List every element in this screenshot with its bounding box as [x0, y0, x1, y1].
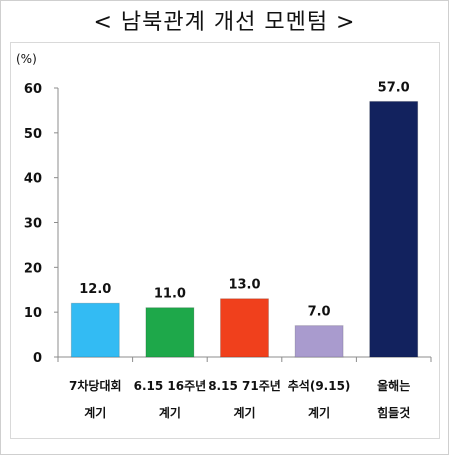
data-label: 12.0	[79, 282, 111, 297]
x-category-label: 계기	[308, 405, 330, 420]
x-category-label: 계기	[233, 405, 255, 420]
y-tick-label: 10	[24, 306, 42, 321]
y-tick-label: 60	[24, 82, 42, 97]
bar	[369, 100, 419, 358]
x-category-label: 계기	[159, 405, 181, 420]
x-category-label: 8.15 71주년	[208, 379, 281, 393]
data-label: 11.0	[154, 287, 186, 302]
chart-title: < 남북관계 개선 모멘텀 >	[93, 10, 356, 35]
bar	[70, 302, 120, 358]
y-tick-label: 50	[24, 127, 42, 142]
x-category-label: 힘들것	[377, 405, 410, 420]
bar	[145, 307, 195, 358]
bar	[220, 298, 269, 358]
data-label: 7.0	[308, 305, 331, 320]
plot-area	[10, 42, 440, 439]
y-tick-label: 40	[24, 172, 42, 187]
bar	[294, 325, 344, 358]
x-category-label: 추석(9.15)	[288, 378, 351, 393]
data-label: 13.0	[228, 278, 260, 293]
y-unit-label: (%)	[16, 52, 37, 66]
y-tick-label: 20	[24, 261, 42, 276]
x-category-label: 올해는	[377, 379, 410, 393]
x-category-label: 계기	[84, 405, 106, 420]
x-category-label: 7차당대회	[69, 378, 122, 393]
y-tick-label: 0	[33, 351, 42, 366]
data-label: 57.0	[378, 80, 410, 95]
y-tick-label: 30	[24, 217, 42, 232]
x-category-label: 6.15 16주년	[134, 379, 207, 393]
